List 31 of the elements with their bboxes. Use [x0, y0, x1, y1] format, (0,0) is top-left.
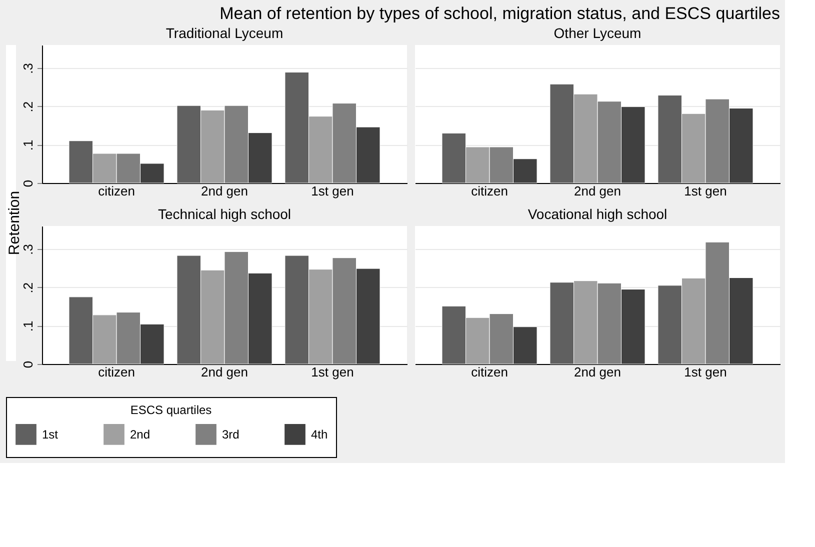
chart-title: Other Lyceum [554, 25, 642, 41]
x-tick-label: citizen [98, 184, 135, 198]
y-tick-label: .2 [20, 282, 36, 294]
chart-title: Traditional Lyceum [166, 25, 284, 41]
y-tick-label: .3 [20, 244, 36, 255]
legend-label: 1st [42, 427, 59, 442]
x-tick-label: 2nd gen [574, 184, 621, 198]
legend-label: 3rd [222, 427, 240, 442]
x-tick-label: 1st gen [311, 364, 354, 380]
y-tick-label: .3 [20, 63, 36, 74]
y-tick-label: .2 [20, 101, 36, 112]
x-tick-label: 1st gen [684, 364, 727, 380]
chart-title: Technical high school [158, 206, 292, 222]
legend-label: 2nd [130, 427, 150, 442]
text: Mean of retention by types of school, migration status, and ESCS quartiles [220, 4, 780, 23]
chart-title: Vocational high school [528, 206, 668, 222]
x-tick-label: citizen [471, 364, 508, 380]
y-tick-label: .1 [20, 320, 36, 332]
y-axis-title: Retention [6, 190, 23, 256]
x-tick-label: 2nd gen [201, 364, 248, 380]
x-tick-label: citizen [471, 184, 508, 198]
legend-title: ESCS quartiles [130, 403, 212, 417]
x-tick-label: 1st gen [311, 184, 354, 198]
legend-label: 4th [311, 427, 328, 442]
x-tick-label: 2nd gen [201, 184, 248, 198]
y-tick-label: 0 [20, 360, 36, 368]
x-tick-label: citizen [98, 364, 135, 380]
y-tick-label: 0 [20, 180, 36, 188]
x-tick-label: 1st gen [684, 184, 727, 198]
y-tick-label: .1 [20, 140, 36, 151]
x-tick-label: 2nd gen [574, 364, 621, 380]
